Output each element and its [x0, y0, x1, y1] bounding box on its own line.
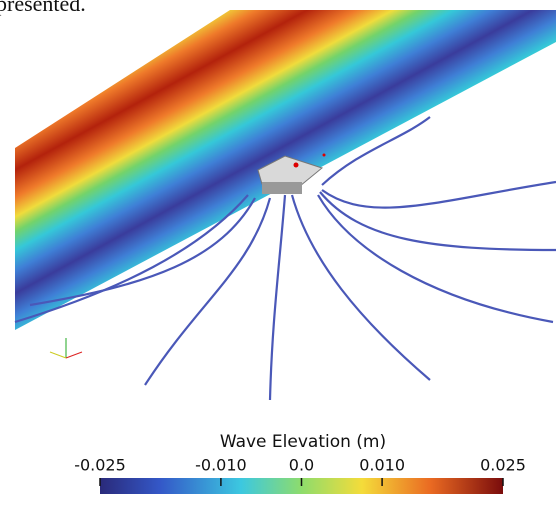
tick-label: -0.025: [74, 456, 126, 475]
axes-triad: [50, 338, 82, 358]
tick-label: 0.010: [359, 456, 405, 475]
scene: presented. Wave Elevation (m) -0.025 -0.0…: [0, 0, 556, 513]
caption-fragment: presented.: [0, 0, 86, 16]
tick-label: 0.025: [480, 456, 526, 475]
tick-label: 0.0: [289, 456, 314, 475]
colorbar-title: Wave Elevation (m): [220, 432, 386, 452]
tick-label: -0.010: [195, 456, 247, 475]
screenshot: presented. Wave Elevation (m) -0.025 -0.0…: [0, 0, 556, 513]
